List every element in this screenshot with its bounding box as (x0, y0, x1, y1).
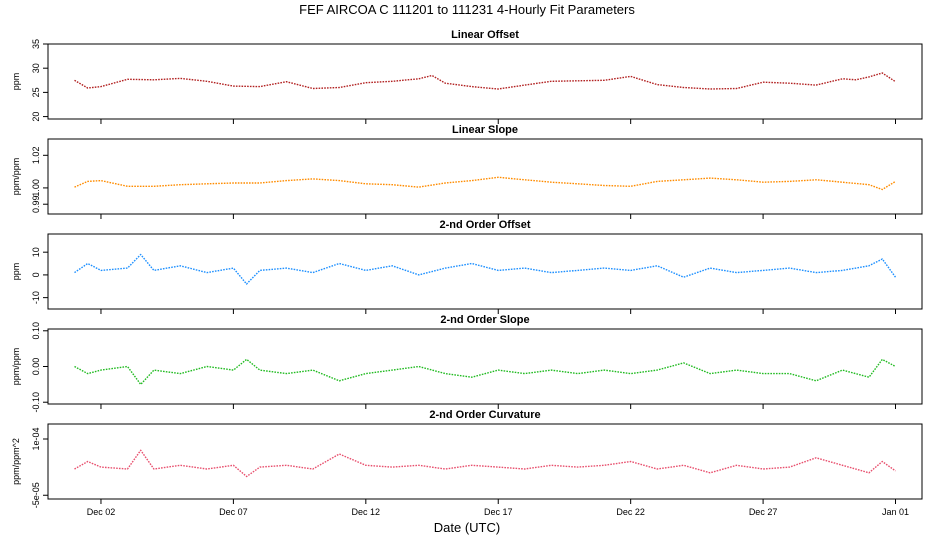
panel-title: Linear Offset (451, 29, 519, 41)
panel-2-nd-order-curvature: 2-nd Order Curvature -5e-05 1e-04 ppm/ppm^2 (11, 409, 923, 508)
panel-linear-offset: Linear Offset 20 25 30 35 ppm (11, 29, 923, 124)
y-tick-label: 25 (31, 87, 41, 97)
plot-frame (47, 138, 923, 215)
plot-frame (47, 233, 923, 310)
y-tick-label: -5e-05 (31, 482, 41, 508)
series-line (74, 253, 897, 285)
x-axis-label: Date (UTC) (434, 520, 500, 535)
x-tick-label: Dec 17 (484, 507, 513, 517)
panel-linear-slope: Linear Slope 0.991.00 1.02 ppm/ppm (11, 124, 923, 219)
panel-2-nd-order-slope: 2-nd Order Slope -0.10 0.00 0.10 ppm/ppm (11, 314, 923, 413)
y-tick-label: 0.99 (31, 195, 41, 213)
y-tick-label: 0.00 (31, 358, 41, 376)
chart-title: FEF AIRCOA C 111201 to 111231 4-Hourly F… (299, 2, 635, 17)
x-axis: Dec 02 Dec 07 Dec 12 Dec 17 Dec 22 Dec 27 Jan … (87, 507, 909, 517)
x-tick-label: Dec 22 (616, 507, 645, 517)
y-axis-label: ppm (11, 73, 21, 91)
x-tick-label: Jan 01 (882, 507, 909, 517)
y-tick-label: 10 (31, 247, 41, 257)
y-tick-label: 0 (31, 272, 41, 277)
y-tick-label: -10 (31, 291, 41, 304)
panel-title: 2-nd Order Curvature (429, 409, 540, 421)
y-axis-label: ppm/ppm (11, 348, 21, 386)
y-tick-label: -0.10 (31, 392, 41, 413)
series-line (74, 176, 896, 191)
y-tick-label: 35 (31, 39, 41, 49)
y-axis-label: ppm (11, 263, 21, 281)
y-axis-label: ppm/ppm^2 (11, 438, 21, 485)
series-line (74, 449, 896, 478)
series-line (74, 72, 896, 90)
chart-panels: Linear Offset 20 25 30 35 ppm Linear Slope 0.99… (11, 29, 923, 508)
panel-title: 2-nd Order Slope (440, 314, 529, 326)
y-tick-label: 1.02 (31, 147, 41, 165)
series-line (74, 358, 896, 386)
plot-frame (47, 423, 923, 500)
x-tick-label: Dec 07 (219, 507, 248, 517)
x-tick-label: Dec 02 (87, 507, 116, 517)
x-tick-label: Dec 27 (749, 507, 778, 517)
plot-frame (47, 43, 923, 120)
y-tick-label: 1.00 (31, 179, 41, 197)
x-tick-label: Dec 12 (352, 507, 381, 517)
y-axis-label: ppm/ppm (11, 158, 21, 196)
y-tick-label: 1e-04 (31, 427, 41, 450)
panel-title: Linear Slope (452, 124, 518, 136)
y-tick-label: 0.10 (31, 322, 41, 340)
panel-2-nd-order-offset: 2-nd Order Offset -10 0 10 ppm (11, 219, 923, 314)
y-tick-label: 30 (31, 63, 41, 73)
y-tick-label: 20 (31, 112, 41, 122)
plot-frame (47, 328, 923, 405)
panel-title: 2-nd Order Offset (439, 219, 530, 231)
